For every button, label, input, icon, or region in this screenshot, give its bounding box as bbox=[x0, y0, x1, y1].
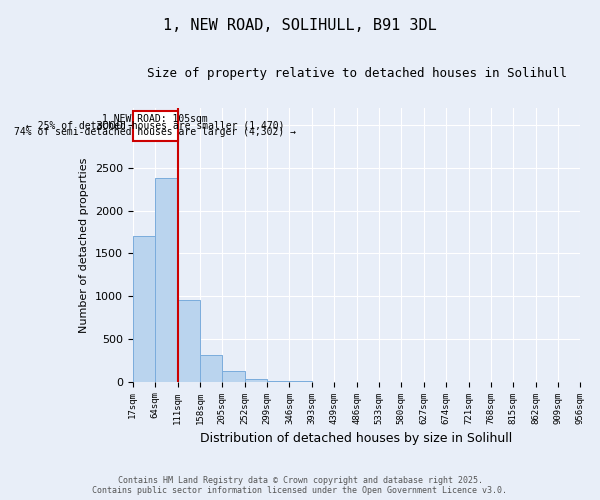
Bar bbox=[267, 381, 289, 382]
Text: 1 NEW ROAD: 105sqm: 1 NEW ROAD: 105sqm bbox=[102, 114, 208, 124]
X-axis label: Distribution of detached houses by size in Solihull: Distribution of detached houses by size … bbox=[200, 432, 513, 445]
Bar bbox=[245, 379, 267, 382]
FancyBboxPatch shape bbox=[133, 112, 178, 140]
Text: ← 25% of detached houses are smaller (1,470): ← 25% of detached houses are smaller (1,… bbox=[26, 120, 284, 130]
Bar bbox=[133, 236, 155, 382]
Bar bbox=[155, 178, 178, 382]
Text: Contains HM Land Registry data © Crown copyright and database right 2025.
Contai: Contains HM Land Registry data © Crown c… bbox=[92, 476, 508, 495]
Bar bbox=[178, 300, 200, 382]
Text: 74% of semi-detached houses are larger (4,302) →: 74% of semi-detached houses are larger (… bbox=[14, 128, 296, 138]
Y-axis label: Number of detached properties: Number of detached properties bbox=[79, 157, 89, 332]
Text: 1, NEW ROAD, SOLIHULL, B91 3DL: 1, NEW ROAD, SOLIHULL, B91 3DL bbox=[163, 18, 437, 32]
Bar bbox=[222, 370, 245, 382]
Bar bbox=[200, 355, 222, 382]
Title: Size of property relative to detached houses in Solihull: Size of property relative to detached ho… bbox=[146, 68, 566, 80]
